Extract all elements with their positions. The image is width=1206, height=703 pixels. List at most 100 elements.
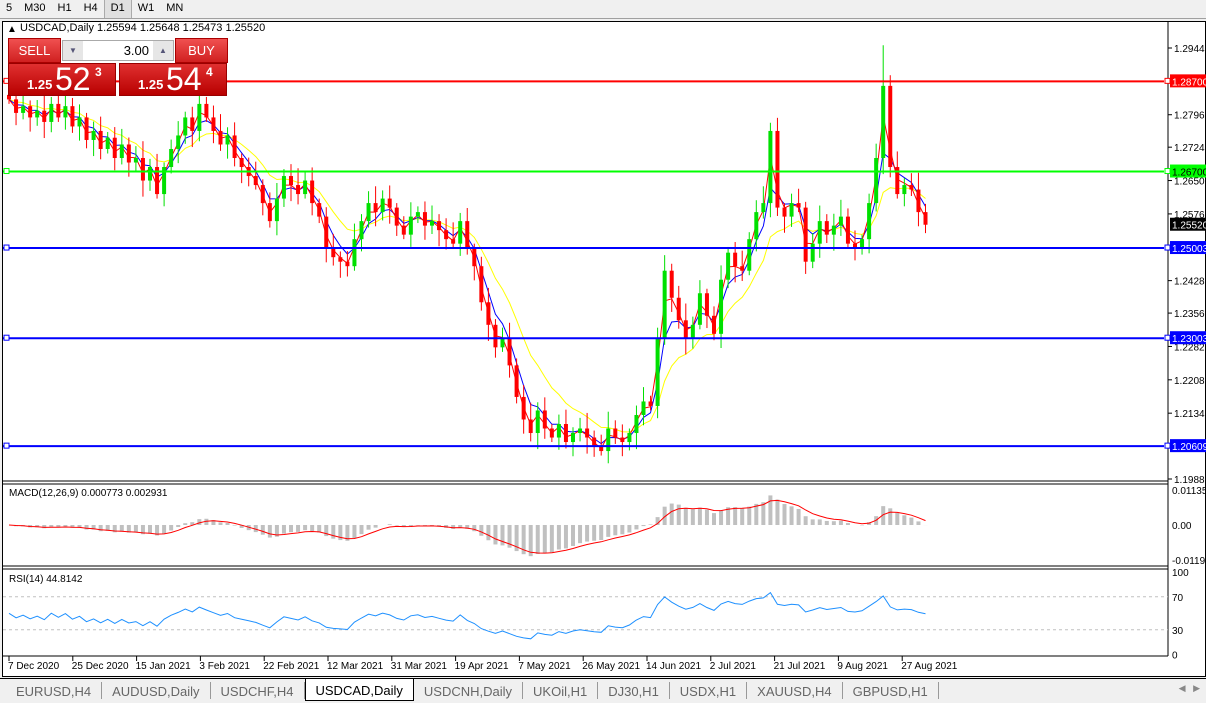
tf-m30[interactable]: M30 xyxy=(24,2,46,14)
candle-body xyxy=(465,221,470,249)
tf-d1[interactable]: D1 xyxy=(103,0,132,18)
tab-usdcnh-daily[interactable]: USDCNH,Daily xyxy=(414,682,524,699)
candle-body xyxy=(789,203,794,217)
tf-5[interactable]: 5 xyxy=(6,2,13,14)
macd-histogram-bar xyxy=(289,525,293,533)
macd-histogram-bar xyxy=(119,525,124,532)
candle-body xyxy=(796,203,801,208)
macd-histogram-bar xyxy=(451,525,456,529)
price-chart[interactable]: 1.29440 1.27960 1.27240 1.26500 1.25760 1.242… xyxy=(3,22,1206,678)
candle-body xyxy=(916,189,921,213)
x-tick-label: 27 Aug 2021 xyxy=(901,661,958,672)
macd-histogram-bar xyxy=(514,525,519,552)
buy-price[interactable]: 1.25 54 4 xyxy=(119,61,227,97)
candle-body xyxy=(267,203,272,222)
candle-body xyxy=(98,130,103,149)
macd-histogram-bar xyxy=(662,506,667,525)
macd-histogram-bar xyxy=(274,525,279,537)
rsi-label: RSI(14) 44.8142 xyxy=(9,574,83,585)
timeframe-toolbar: 5 M30 H1 H4 D1 W1 MN xyxy=(0,0,1206,19)
macd-histogram-bar xyxy=(183,523,188,525)
tab-audusd-daily[interactable]: AUDUSD,Daily xyxy=(102,682,211,699)
tab-xauusd-h4[interactable]: XAUUSD,H4 xyxy=(747,682,843,699)
price-label-bg xyxy=(1170,241,1206,255)
sell-button[interactable]: SELL xyxy=(8,38,61,63)
candle-body xyxy=(303,180,308,195)
candle-body xyxy=(415,212,420,217)
macd-histogram-bar xyxy=(345,525,350,541)
macd-histogram-bar xyxy=(775,499,780,525)
macd-histogram-bar xyxy=(796,508,801,525)
macd-histogram-bar xyxy=(63,525,68,527)
tab-eurusd-h4[interactable]: EURUSD,H4 xyxy=(6,682,103,699)
tab-dj30-h1[interactable]: DJ30,H1 xyxy=(598,682,670,699)
chart-window[interactable]: 1.29440 1.27960 1.27240 1.26500 1.25760 1.242… xyxy=(2,21,1206,677)
candle-body xyxy=(42,110,47,122)
buy-price-big: 54 xyxy=(166,61,202,97)
candle-body xyxy=(119,144,124,159)
buy-button[interactable]: BUY xyxy=(175,38,228,63)
lot-size-stepper[interactable]: ▼ 3.00 ▲ xyxy=(62,40,174,61)
tab-usdcad-daily[interactable]: USDCAD,Daily xyxy=(304,679,414,701)
macd-histogram-bar xyxy=(49,525,54,527)
macd-histogram-bar xyxy=(768,495,773,525)
x-tick-label: 7 Dec 2020 xyxy=(8,661,60,672)
candle-body xyxy=(148,167,152,181)
candle-body xyxy=(352,239,357,267)
macd-histogram-bar xyxy=(267,525,272,538)
macd-histogram-bar xyxy=(197,519,202,525)
candle-body xyxy=(437,221,442,231)
lot-increase-icon[interactable]: ▲ xyxy=(153,41,173,60)
line-handle xyxy=(3,334,10,341)
x-tick-label: 15 Jan 2021 xyxy=(136,661,191,672)
candle-body xyxy=(84,117,89,140)
macd-histogram-bar xyxy=(578,525,583,544)
tf-h4[interactable]: H4 xyxy=(83,2,98,14)
candle-body xyxy=(881,85,886,159)
y-tick-label: 1.25760 xyxy=(1174,210,1206,221)
macd-histogram-bar xyxy=(909,517,914,525)
chart-title: USDCAD,Daily 1.25594 1.25648 1.25473 1.2… xyxy=(20,22,266,34)
candle-body xyxy=(655,338,660,406)
candle-body xyxy=(169,148,174,168)
candle-body xyxy=(472,248,477,267)
macd-histogram-bar xyxy=(528,525,533,557)
macd-histogram-bar xyxy=(571,525,575,546)
candle-body xyxy=(563,423,568,443)
tab-gbpusd-h1[interactable]: GBPUSD,H1 xyxy=(843,682,939,699)
tf-h1[interactable]: H1 xyxy=(57,2,72,14)
y-tick-label: 1.27240 xyxy=(1174,143,1206,154)
line-handle xyxy=(1164,77,1171,84)
tab-usdx-h1[interactable]: USDX,H1 xyxy=(670,682,748,699)
tf-mn[interactable]: MN xyxy=(166,2,184,14)
candle-body xyxy=(91,130,96,140)
candle-body xyxy=(218,130,223,145)
candle-body xyxy=(444,230,449,240)
candle-body xyxy=(289,176,293,186)
candle-body xyxy=(366,203,371,222)
candle-body xyxy=(599,446,604,452)
candle-body xyxy=(690,324,695,339)
tab-ukoil-h1[interactable]: UKOil,H1 xyxy=(523,682,599,699)
lot-decrease-icon[interactable]: ▼ xyxy=(63,41,83,60)
macd-histogram-bar xyxy=(359,525,364,535)
macd-tick-label: -0.01190 xyxy=(1172,556,1206,567)
macd-histogram-bar xyxy=(697,507,702,525)
macd-histogram-bar xyxy=(521,525,526,555)
lot-size-input[interactable]: 3.00 xyxy=(123,43,149,58)
tab-scroll-arrows-icon[interactable]: ◀ ▶ xyxy=(1178,683,1200,693)
candle-body xyxy=(754,212,759,240)
macd-histogram-bar xyxy=(239,525,244,528)
macd-histogram-bar xyxy=(592,525,597,541)
chart-arrow-icon: ▲ xyxy=(7,24,17,35)
x-tick-label: 14 Jun 2021 xyxy=(646,661,701,672)
tab-usdchf-h4[interactable]: USDCHF,H4 xyxy=(211,682,305,699)
macd-histogram-bar xyxy=(303,525,308,531)
sell-price[interactable]: 1.25 52 3 xyxy=(8,61,116,97)
candle-body xyxy=(683,320,688,339)
candle-body xyxy=(902,185,907,195)
candle-body xyxy=(49,103,54,122)
tf-w1[interactable]: W1 xyxy=(137,2,155,14)
macd-histogram-bar xyxy=(648,524,653,525)
x-tick-label: 22 Feb 2021 xyxy=(263,661,320,672)
